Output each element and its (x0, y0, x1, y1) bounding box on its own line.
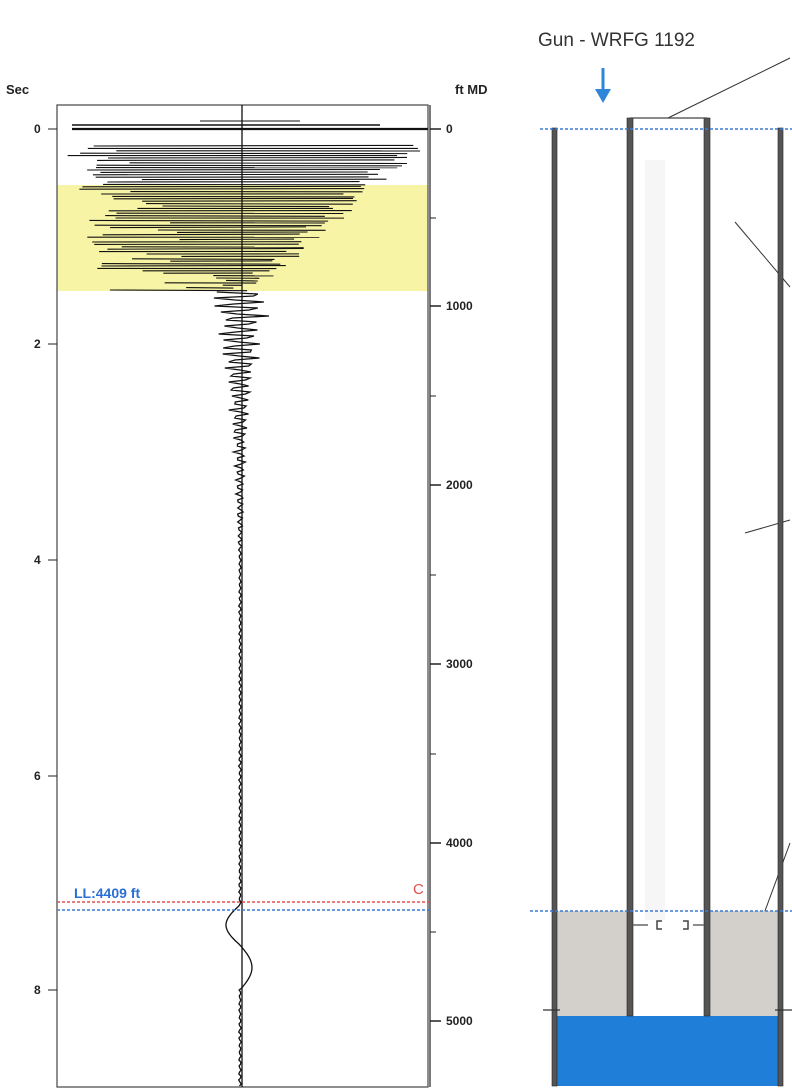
callout-leader (667, 57, 791, 119)
waveform-stroke (92, 173, 379, 176)
tubing-interior (645, 160, 665, 920)
acoustic-waveform (67, 120, 428, 1087)
waveform-stroke (129, 162, 407, 165)
waveform-stroke (101, 263, 281, 265)
well-diagram: Gun - WRFG 1192 (530, 30, 792, 1087)
depth-tick: 2000 (446, 478, 473, 492)
waveform-stroke (145, 203, 353, 205)
acoustic-log-panel: Sec ft MD 0 2 4 6 8 (6, 82, 488, 1088)
waveform-stroke (226, 279, 258, 282)
time-tick: 8 (34, 983, 41, 997)
left-axis-title: Sec (6, 82, 29, 97)
gun-label: Gun - WRFG 1192 (538, 30, 695, 51)
time-tick: 2 (34, 337, 41, 351)
time-axis-ticks: 0 2 4 6 8 (34, 122, 57, 997)
marker-letter: C (413, 881, 424, 898)
waveform-stroke (109, 289, 248, 292)
depth-axis-ticks: 0 1000 2000 3000 4000 5000 (430, 122, 473, 1028)
waveform-stroke (105, 215, 325, 217)
waveform-stroke (102, 233, 300, 236)
time-tick: 4 (34, 553, 41, 567)
time-tick: 0 (34, 122, 41, 136)
waveform-stroke (112, 195, 355, 198)
gun-arrow-icon (595, 68, 611, 103)
waveform-stroke (107, 247, 304, 250)
waveform-stroke (79, 187, 365, 190)
waveform-stroke (96, 164, 403, 167)
depth-tick: 5000 (446, 1014, 473, 1028)
tubing-anchor (633, 920, 704, 930)
waveform-stroke (162, 205, 330, 208)
waveform-stroke (179, 238, 295, 241)
casing-wall-left (551, 127, 558, 1087)
depth-tick: 1000 (446, 299, 473, 313)
waveform-stroke (108, 156, 407, 159)
waveform-stroke (110, 226, 307, 229)
depth-tick: 4000 (446, 836, 473, 850)
time-tick: 6 (34, 769, 41, 783)
waveform-stroke (93, 144, 414, 147)
tubing-wall-right (703, 117, 711, 1017)
tubing-wall-left (626, 117, 634, 1017)
right-axis-title: ft MD (455, 82, 488, 97)
waveform-stroke (142, 200, 357, 202)
casing-wall-right (777, 127, 784, 1087)
waveform-trace (213, 291, 270, 1087)
depth-tick: 3000 (446, 657, 473, 671)
depth-tick: 0 (446, 122, 453, 136)
liquid-level-label: LL:4409 ft (74, 885, 140, 901)
bottom-water (553, 1016, 783, 1086)
waveform-stroke (89, 219, 329, 222)
waveform-stroke (132, 258, 275, 260)
